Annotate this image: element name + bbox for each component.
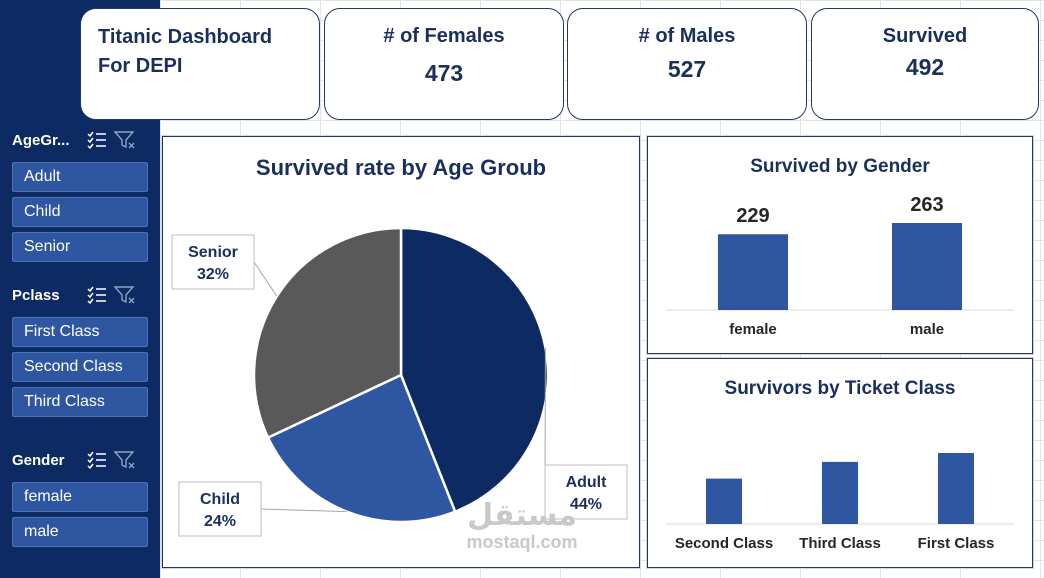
- slicer-title-gender: Gender: [12, 451, 65, 469]
- slicer-header-agegroup: AgeGr...: [12, 128, 152, 152]
- dashboard-title-line1: Titanic Dashboard: [98, 26, 273, 48]
- slicer-sidebar: AgeGr... Adult Child Senior Pclass First…: [0, 0, 160, 578]
- pie-label-box: [171, 234, 255, 290]
- bar-category-label: First Class: [918, 535, 995, 552]
- slicer-item-third-class[interactable]: Third Class: [12, 387, 148, 417]
- slicer-header-gender: Gender: [12, 448, 152, 472]
- clear-filter-icon[interactable]: [112, 284, 138, 306]
- pie-label-box: [544, 464, 628, 520]
- slicer-item-adult[interactable]: Adult: [12, 162, 148, 192]
- dashboard-title-card: Titanic Dashboard For DEPI: [80, 8, 320, 120]
- bar-value-label: 229: [736, 205, 769, 227]
- age-group-pie-panel[interactable]: Survived rate by Age Groub Adult 44% Child…: [162, 136, 640, 568]
- pie-leader-line: [253, 261, 278, 297]
- slicer-title-pclass: Pclass: [12, 286, 60, 304]
- males-kpi-value: 527: [667, 56, 707, 82]
- survived-kpi-label: Survived: [882, 25, 968, 47]
- multi-select-icon[interactable]: [84, 129, 110, 151]
- bar-value-label: 263: [910, 194, 943, 216]
- pie-category-label: Senior: [188, 244, 238, 261]
- slicer-item-second-class[interactable]: Second Class: [12, 352, 148, 382]
- dashboard-title: Titanic Dashboard For DEPI: [81, 9, 319, 81]
- slicer-item-senior[interactable]: Senior: [12, 232, 148, 262]
- bar-category-label: female: [729, 321, 777, 338]
- pie-percent-label: 44%: [570, 496, 602, 513]
- ticket-class-bar-panel[interactable]: Survivors by Ticket Class Second Class Th…: [647, 358, 1033, 568]
- pie-label-box: [178, 481, 262, 537]
- gender-bar-panel[interactable]: Survived by Gender female 229 male 263: [647, 136, 1033, 354]
- males-kpi-card: # of Males 527: [567, 8, 807, 120]
- bar-female: [718, 234, 788, 310]
- bar-second-class: [706, 478, 742, 524]
- gender-chart-svg: female 229 male 263: [666, 194, 1014, 338]
- pie-chart-title: Survived rate by Age Groub: [255, 155, 547, 180]
- pie-percent-label: 24%: [204, 513, 236, 530]
- bar-third-class: [822, 461, 858, 524]
- slicer-header-pclass: Pclass: [12, 283, 152, 307]
- watermark-arabic: مستقل: [467, 498, 577, 533]
- slicer-item-male[interactable]: male: [12, 517, 148, 547]
- slicer-item-female[interactable]: female: [12, 482, 148, 512]
- watermark-latin: mostaql.com: [466, 532, 578, 552]
- dashboard-title-line2: For DEPI: [98, 55, 183, 77]
- females-kpi-card: # of Females 473: [324, 8, 564, 120]
- bar-male: [892, 223, 962, 310]
- gender-chart-title: Survived by Gender: [750, 156, 930, 177]
- bar-category-label: Third Class: [799, 535, 881, 552]
- pie-category-label: Child: [200, 491, 240, 508]
- pie-percent-label: 32%: [197, 266, 229, 283]
- ticket-class-chart-title: Survivors by Ticket Class: [724, 378, 956, 399]
- pie-chart-svg: Adult 44% Child 24% Senior 32%: [171, 226, 628, 537]
- clear-filter-icon[interactable]: [112, 449, 138, 471]
- mostaql-watermark: مستقل mostaql.com: [452, 498, 592, 553]
- females-kpi-value: 473: [424, 60, 464, 86]
- clear-filter-icon[interactable]: [112, 129, 138, 151]
- survived-kpi-value: 492: [905, 54, 945, 80]
- multi-select-icon[interactable]: [84, 284, 110, 306]
- multi-select-icon[interactable]: [84, 449, 110, 471]
- slicer-title-agegroup: AgeGr...: [12, 131, 70, 149]
- males-kpi-label: # of Males: [638, 25, 736, 47]
- bar-first-class: [938, 453, 974, 524]
- bar-category-label: Second Class: [675, 535, 773, 552]
- slicer-item-first-class[interactable]: First Class: [12, 317, 148, 347]
- females-kpi-label: # of Females: [383, 25, 505, 47]
- survived-kpi-card: Survived 492: [811, 8, 1039, 120]
- pie-category-label: Adult: [566, 474, 608, 491]
- ticket-class-chart-svg: Second Class Third Class First Class: [666, 453, 1014, 552]
- bar-category-label: male: [910, 321, 944, 338]
- pie-leader-line: [260, 508, 347, 513]
- slicer-item-child[interactable]: Child: [12, 197, 148, 227]
